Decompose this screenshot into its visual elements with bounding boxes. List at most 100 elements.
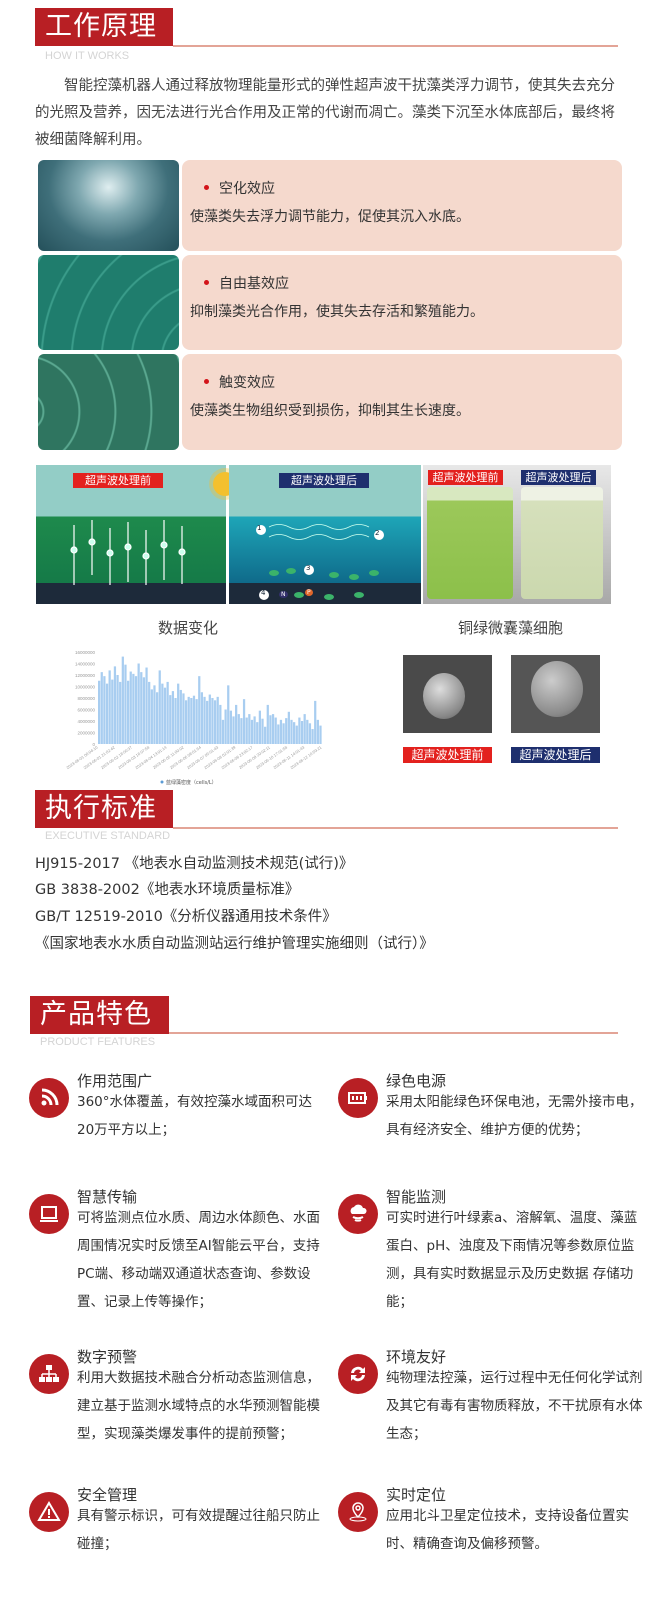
chart-bar [113, 666, 117, 744]
chart-bar [98, 680, 101, 744]
section-divider [169, 1032, 618, 1034]
feature-desc: 360°水体覆盖，有效控藻水域面积可达20万平方以上； [77, 1094, 313, 1138]
chart-bar [316, 719, 319, 744]
chart-bar [232, 716, 235, 744]
standard-item: GB 3838-2002《地表水环境质量标准》 [35, 882, 300, 898]
beaker-photo: 超声波处理前 超声波处理后 [423, 465, 611, 604]
chart-bar [261, 718, 264, 744]
chart-bar [216, 696, 219, 744]
chart-bar [121, 656, 124, 744]
effect-card: 触变效应 使藻类生物组织受到损伤，抑制其生长速度。 [182, 354, 622, 450]
chart-bar [190, 698, 193, 744]
section-subtitle-standard: EXECUTIVE STANDARD [45, 830, 171, 842]
refresh-icon [338, 1354, 378, 1394]
free-radical-image [38, 255, 179, 350]
feature-title: 作用范围广 [77, 1072, 153, 1090]
chart-bar [219, 704, 222, 744]
chart-bar [240, 718, 243, 744]
feature-title: 环境友好 [386, 1348, 447, 1366]
effect-desc: 抑制藻类光合作用，使其失去存活和繁殖能力。 [190, 304, 484, 320]
effect-desc: 使藻类生物组织受到损伤，抑制其生长速度。 [190, 403, 470, 419]
section-title-how: 工作原理 [35, 8, 173, 46]
chart-bar [248, 714, 251, 744]
chart-bar [116, 675, 119, 744]
network-icon [29, 1354, 69, 1394]
feature-desc: 利用大数据技术融合分析动态监测信息，建立基于监测水域特点的水华预测智能模型，实现… [77, 1370, 320, 1442]
chart-bar [184, 700, 188, 744]
effect-card: 自由基效应抑制藻类光合作用，使其失去存活和繁殖能力。 [182, 255, 622, 350]
section-subtitle-features: PRODUCT FEATURES [40, 1036, 156, 1048]
standard-item: 《国家地表水水质自动监测站运行维护管理实施细则（试行）》 [35, 936, 434, 952]
feature-desc: 可实时进行叶绿素a、溶解氧、温度、藻蓝蛋白、pH、浊度及下雨情况等参数原位监测，… [386, 1210, 638, 1310]
chart-bar [163, 687, 167, 744]
chart-bar [203, 696, 206, 744]
chart-bar [129, 671, 132, 744]
cavitation-image [38, 160, 179, 251]
chart-bar [282, 723, 285, 744]
sem-before-image [403, 655, 492, 733]
y-tick-label: 0 [92, 742, 95, 747]
data-change-caption: 数据变化 [158, 619, 219, 637]
photo-before-label: 超声波处理前 [428, 470, 503, 485]
y-tick-label: 16000000 [75, 650, 96, 655]
chart-bar [269, 715, 272, 744]
section-subtitle-how: HOW IT WORKS [45, 50, 130, 62]
chart-bar [266, 704, 269, 744]
chart-bar [153, 685, 156, 744]
chart-bar [237, 714, 240, 744]
chart-bar [179, 689, 182, 744]
chart-bar [287, 711, 290, 744]
chart-bar [221, 719, 225, 744]
section-divider [173, 827, 618, 829]
chart-bar [303, 714, 306, 744]
chart-bar [177, 683, 180, 744]
y-tick-label: 8000000 [77, 696, 95, 701]
effect-title: 自由基效应 [204, 273, 289, 293]
chart-bar [119, 681, 122, 744]
section-title-features: 产品特色 [30, 996, 169, 1034]
marker-3: 3 [306, 564, 311, 572]
marker-1: 1 [257, 524, 262, 532]
chart-bar [298, 717, 301, 744]
diagram-before-label: 超声波处理前 [73, 473, 163, 488]
feature-desc: 可将监测点位水质、周边水体颜色、水面周围情况实时反馈至AI智能云平台，支持PC端… [77, 1210, 320, 1310]
chart-bar [306, 719, 309, 744]
chart-bar [277, 724, 280, 744]
effect-card: 空化效应 使藻类失去浮力调节能力，促使其沉入水底。 [182, 160, 622, 251]
location-icon [338, 1492, 378, 1532]
battery-icon [338, 1078, 378, 1118]
chart-bar [211, 698, 214, 744]
chart-bar [258, 710, 261, 744]
chart-bar [206, 700, 209, 744]
cells-caption: 铜绿微囊藻细胞 [458, 619, 564, 637]
chart-bar [158, 670, 161, 744]
marker-2: 2 [375, 529, 380, 537]
feature-title: 智能监测 [386, 1188, 447, 1206]
sem-after-image [511, 655, 600, 733]
chart-bar [171, 691, 175, 744]
legend-marker [160, 780, 164, 784]
feature-title: 智慧传输 [77, 1188, 138, 1206]
feature-title: 安全管理 [77, 1486, 138, 1504]
standard-item: GB/T 12519-2010《分析仪器通用技术条件》 [35, 909, 337, 925]
standard-item: HJ915-2017 《地表水自动监测技术规范(试行)》 [35, 856, 354, 872]
section-divider [173, 45, 618, 47]
feature-title: 数字预警 [77, 1348, 138, 1366]
y-tick-label: 10000000 [75, 685, 96, 690]
chart-bar [213, 700, 217, 744]
marker-4: 4 [261, 589, 266, 597]
algae-arrows [70, 520, 186, 585]
chart-bar [295, 725, 298, 744]
chart-bar [300, 721, 304, 744]
chart-bar [182, 693, 185, 744]
legend-label: 蓝绿藻密度（cells/L） [166, 779, 217, 786]
laptop-icon [29, 1194, 69, 1234]
chart-bar [242, 699, 246, 744]
signal-icon [29, 1078, 69, 1118]
effect-title: 空化效应 [204, 178, 275, 198]
beaker-green [427, 487, 513, 599]
chart-bar [227, 685, 230, 744]
chart-bar [224, 709, 227, 744]
chart-bar [166, 681, 169, 744]
chart-bar [235, 704, 238, 744]
